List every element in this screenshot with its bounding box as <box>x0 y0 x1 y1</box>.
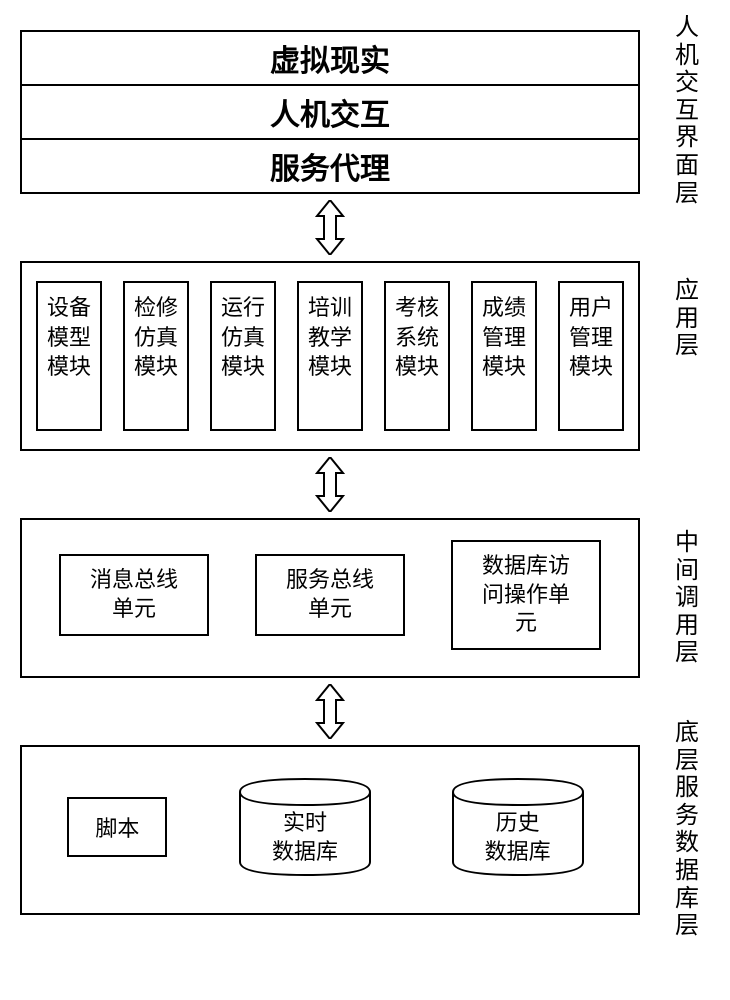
unit-message-bus: 消息总线单元 <box>59 554 209 635</box>
db-history-label: 历史数据库 <box>443 809 593 866</box>
side-label-hci: 人机交互界面层 <box>672 15 702 208</box>
unit-db-access: 数据库访问操作单元 <box>451 540 601 650</box>
arrow-3-4 <box>20 684 640 739</box>
side-label-app: 应用层 <box>672 278 702 361</box>
architecture-diagram: 虚拟现实 人机交互 服务代理 设备模型模块 检修仿真模块 运行仿真模块 培训教学… <box>20 20 640 915</box>
layer1-row: 服务代理 <box>22 140 638 192</box>
script-box: 脚本 <box>67 797 167 857</box>
layer-hci: 虚拟现实 人机交互 服务代理 <box>20 30 640 194</box>
layer-middleware: 消息总线单元 服务总线单元 数据库访问操作单元 <box>20 518 640 678</box>
db-realtime: 实时数据库 <box>230 777 380 877</box>
side-label-db: 底层服务数据库层 <box>672 720 702 941</box>
layer1-row: 虚拟现实 <box>22 32 638 86</box>
layer1-row: 人机交互 <box>22 86 638 140</box>
module-user-mgmt: 用户管理模块 <box>558 281 624 431</box>
module-operation-sim: 运行仿真模块 <box>210 281 276 431</box>
module-maintenance-sim: 检修仿真模块 <box>123 281 189 431</box>
unit-service-bus: 服务总线单元 <box>255 554 405 635</box>
module-exam: 考核系统模块 <box>384 281 450 431</box>
arrow-1-2 <box>20 200 640 255</box>
module-grade-mgmt: 成绩管理模块 <box>471 281 537 431</box>
module-training: 培训教学模块 <box>297 281 363 431</box>
db-history: 历史数据库 <box>443 777 593 877</box>
side-label-middleware: 中间调用层 <box>672 530 702 668</box>
layer-application: 设备模型模块 检修仿真模块 运行仿真模块 培训教学模块 考核系统模块 成绩管理模… <box>20 261 640 451</box>
layer-database: 脚本 实时数据库 历史数据库 <box>20 745 640 915</box>
arrow-2-3 <box>20 457 640 512</box>
module-device-model: 设备模型模块 <box>36 281 102 431</box>
db-realtime-label: 实时数据库 <box>230 809 380 866</box>
